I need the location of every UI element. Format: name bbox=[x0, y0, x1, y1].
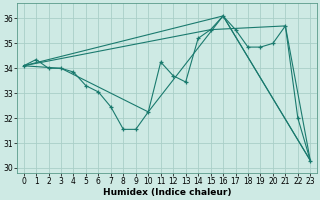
X-axis label: Humidex (Indice chaleur): Humidex (Indice chaleur) bbox=[103, 188, 231, 197]
